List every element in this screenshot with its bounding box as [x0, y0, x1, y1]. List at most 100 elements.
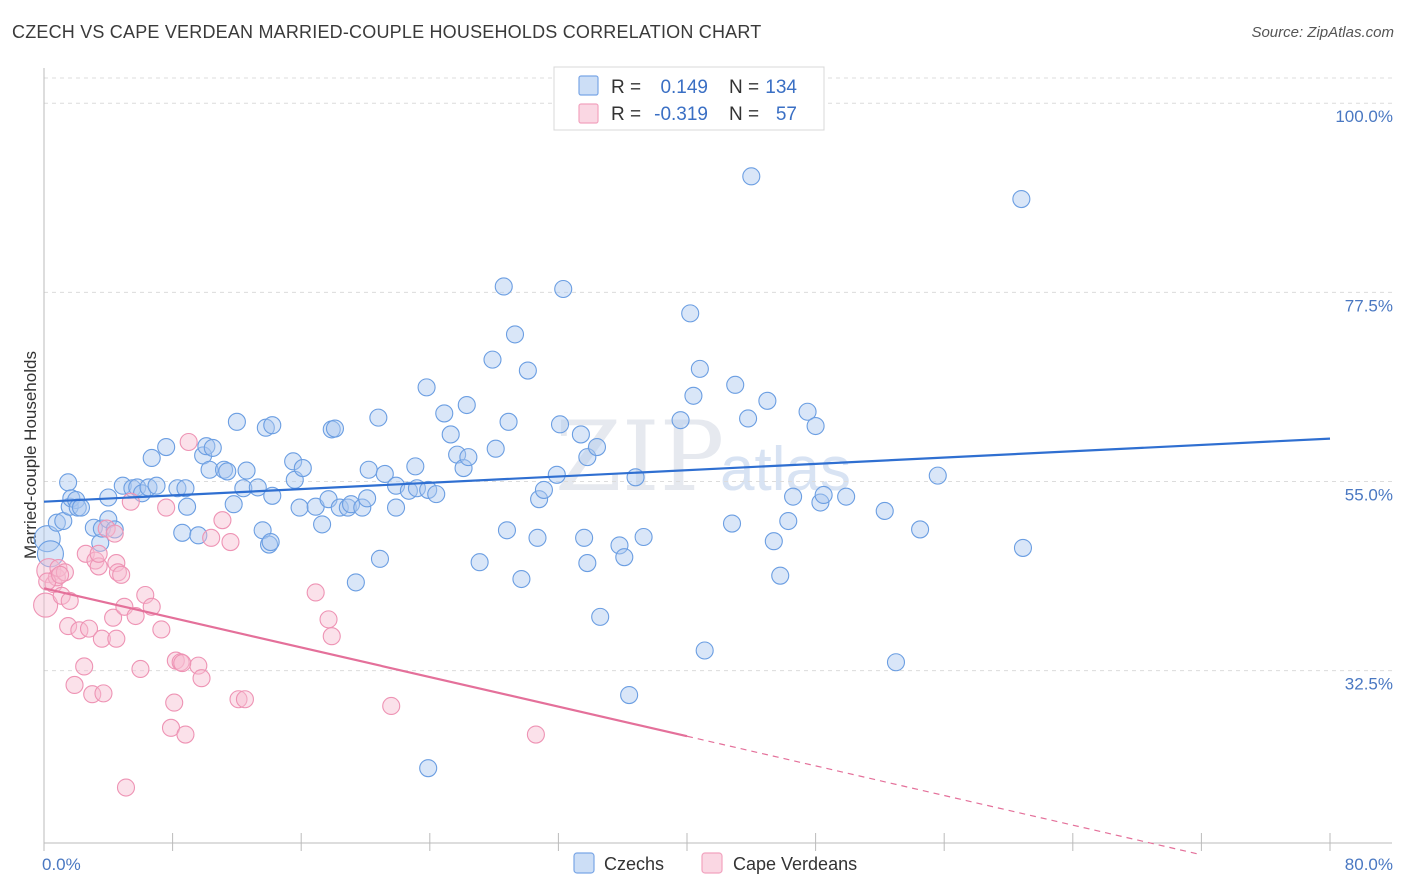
series-czechs — [33, 167, 1033, 778]
czech-point — [1012, 190, 1031, 209]
cape-verdean-point — [60, 591, 79, 610]
cape-verdean-point — [192, 669, 211, 688]
czech-point — [486, 439, 505, 458]
czech-point — [575, 528, 594, 547]
czech-point — [758, 391, 777, 410]
watermark: ZIP atlas — [555, 401, 851, 513]
cape-verdean-point — [235, 690, 254, 709]
czech-point — [814, 485, 833, 505]
czech-point — [178, 497, 197, 516]
legend-frame — [553, 66, 825, 131]
czech-point — [554, 279, 573, 299]
cape-verdean-point — [107, 629, 126, 648]
cape-verdean-point — [121, 492, 140, 511]
cape-verdean-point — [171, 653, 190, 672]
y-tick-label: 77.5% — [1345, 296, 1393, 315]
czech-point — [261, 532, 280, 552]
czech-point — [173, 523, 192, 542]
cape-verdean-point — [55, 563, 74, 582]
cape-verdean-point — [221, 532, 240, 552]
cape-verdean-point — [105, 524, 124, 543]
bottom-legend-swatch-czechs — [573, 852, 595, 874]
cape-verdean-point — [157, 498, 176, 517]
source-label: Source: ZipAtlas.com — [1251, 24, 1394, 41]
czech-point — [798, 402, 817, 421]
legend: R = 0.149 N = 134 R = -0.319 N = 57 — [553, 66, 825, 131]
czech-point — [610, 536, 629, 555]
axes — [43, 68, 1392, 851]
czech-point — [634, 527, 653, 547]
czech-point — [550, 415, 570, 434]
czech-point — [313, 515, 332, 534]
y-tick-label: 32.5% — [1345, 675, 1393, 694]
czech-point — [726, 375, 745, 394]
chart-title: CZECH VS CAPE VERDEAN MARRIED-COUPLE HOU… — [12, 22, 762, 42]
cape-verdean-point — [152, 620, 171, 639]
czech-point — [227, 412, 246, 431]
y-tick-label: 55.0% — [1345, 486, 1393, 505]
legend-swatch-czechs — [578, 75, 599, 96]
czech-point — [419, 480, 438, 499]
czech-point — [1013, 538, 1033, 557]
czech-point — [325, 419, 345, 438]
czech-point — [470, 553, 489, 572]
x-tick-label-min: 0.0% — [42, 855, 81, 874]
watermark-zip: ZIP — [555, 401, 724, 513]
bottom-legend: Czechs Cape Verdeans — [573, 852, 857, 874]
legend-r-value-czechs: 0.149 — [660, 77, 708, 98]
czech-point — [147, 476, 166, 495]
czech-point — [886, 653, 906, 672]
cape-verdean-point — [75, 657, 94, 676]
czech-point — [359, 460, 378, 479]
cape-verdean-point — [51, 565, 70, 584]
czech-point — [499, 412, 518, 431]
cape-verdean-point — [33, 592, 59, 618]
czech-point — [518, 361, 537, 380]
cape-verdean-point — [89, 544, 108, 563]
cape-verdean-point — [126, 606, 145, 626]
legend-r-value-cape-verdeans: -0.319 — [654, 104, 708, 125]
cape-verdean-point — [322, 627, 341, 646]
czech-point — [806, 416, 825, 436]
czech-point — [875, 501, 894, 520]
czech-point — [459, 448, 478, 467]
bottom-legend-cape-verdeans: Cape Verdeans — [733, 854, 857, 874]
series-cape-verdeans — [33, 432, 545, 797]
czech-point — [338, 498, 357, 517]
trend-lines — [43, 437, 1331, 856]
cape-verdean-point — [526, 725, 545, 744]
czech-point — [59, 473, 78, 492]
cape-verdean-point — [59, 617, 78, 636]
cape-verdean-trend-line — [43, 587, 688, 738]
czech-point — [284, 452, 303, 471]
czech-point — [358, 489, 377, 508]
czech-point — [427, 485, 446, 504]
czech-point — [419, 759, 438, 778]
czech-point — [142, 448, 161, 468]
czech-point — [417, 378, 436, 397]
cape-verdean-point — [131, 659, 150, 679]
cape-verdean-point — [202, 528, 221, 547]
gridlines — [44, 77, 1392, 672]
legend-n-value-cape-verdeans: 57 — [776, 104, 797, 125]
czech-point — [671, 411, 690, 430]
czech-point — [497, 521, 517, 540]
cape-verdean-point — [108, 563, 127, 582]
czech-point — [547, 465, 566, 484]
czech-point — [237, 461, 256, 480]
czech-point — [690, 359, 709, 378]
bottom-legend-czechs: Czechs — [604, 854, 664, 874]
czech-point — [200, 460, 219, 479]
cape-verdean-point — [229, 690, 248, 709]
czech-point — [369, 408, 388, 427]
cape-verdean-point — [319, 610, 338, 629]
czech-point — [911, 520, 930, 539]
czech-point — [224, 495, 243, 514]
tick-labels: 100.0% 77.5% 55.0% 32.5% 0.0% 80.0% — [42, 107, 1393, 874]
czech-point — [353, 498, 372, 517]
czech-point — [528, 528, 547, 547]
czech-point — [203, 438, 222, 457]
czech-point — [684, 386, 703, 405]
cape-verdean-point — [165, 693, 184, 712]
